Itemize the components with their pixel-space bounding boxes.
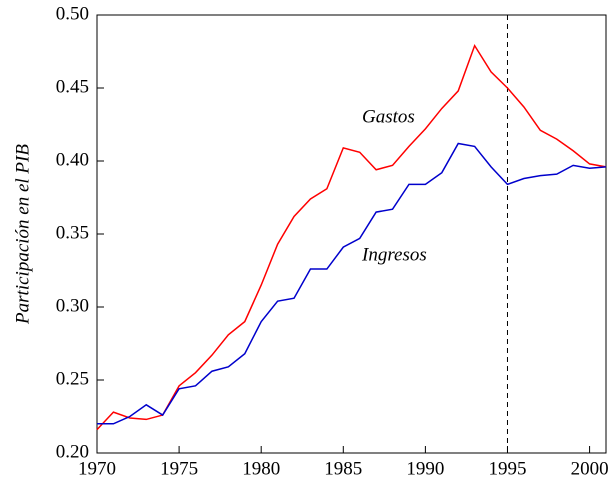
- y-tick-label: 0.30: [56, 295, 89, 316]
- y-axis-label: Participación en el PIB: [12, 144, 33, 325]
- x-tick-label: 2000: [571, 458, 609, 479]
- x-tick-label: 1990: [406, 458, 444, 479]
- y-tick-label: 0.40: [56, 149, 89, 170]
- series-line: [97, 142, 607, 425]
- y-tick-label: 0.50: [56, 3, 89, 24]
- y-tick-label: 0.45: [56, 76, 89, 97]
- y-tick-label: 0.25: [56, 368, 89, 389]
- x-tick-label: 1975: [160, 458, 198, 479]
- x-tick-label: 1995: [488, 458, 526, 479]
- x-tick-label: 1985: [324, 458, 362, 479]
- series-label: Gastos: [362, 106, 415, 127]
- series-line: [96, 43, 607, 431]
- y-tick-label: 0.35: [56, 222, 89, 243]
- series-label: Ingresos: [361, 244, 427, 265]
- x-tick-label: 1970: [78, 458, 116, 479]
- x-tick-label: 1980: [242, 458, 280, 479]
- plot-frame: [96, 14, 607, 454]
- y-tick-label: 0.20: [56, 441, 89, 462]
